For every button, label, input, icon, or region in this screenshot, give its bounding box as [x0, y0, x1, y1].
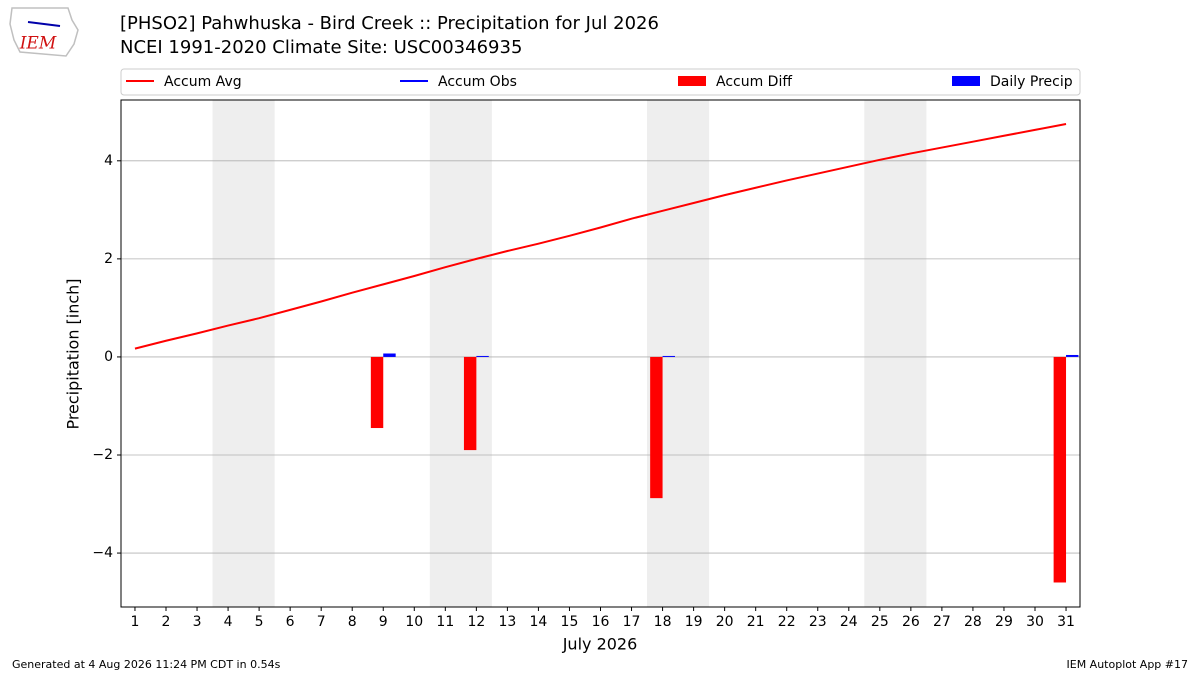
- x-tick-label: 21: [747, 614, 765, 630]
- x-tick-label: 4: [224, 614, 233, 630]
- x-tick-label: 3: [193, 614, 202, 630]
- footer-left: Generated at 4 Aug 2026 11:24 PM CDT in …: [12, 658, 281, 671]
- x-tick-label: 2: [162, 614, 171, 630]
- weekend-shade: [212, 100, 275, 607]
- y-axis-label: Precipitation [inch]: [64, 278, 83, 429]
- x-tick-label: 17: [623, 614, 641, 630]
- x-tick-label: 5: [255, 614, 264, 630]
- x-tick-label: 16: [592, 614, 610, 630]
- x-tick-label: 31: [1057, 614, 1075, 630]
- bar: [476, 355, 489, 357]
- legend-label: Accum Avg: [164, 74, 242, 90]
- weekend-shade: [864, 100, 927, 607]
- footer-right: IEM Autoplot App #17: [1067, 658, 1189, 671]
- x-tick-label: 18: [654, 614, 672, 630]
- x-tick-label: 20: [716, 614, 734, 630]
- x-axis-label: July 2026: [562, 635, 638, 654]
- line-series: [134, 123, 1067, 350]
- legend-label: Accum Diff: [716, 74, 792, 90]
- x-tick-label: 7: [317, 614, 326, 630]
- x-tick-label: 22: [778, 614, 796, 630]
- chart-subtitle: NCEI 1991-2020 Climate Site: USC00346935: [120, 37, 522, 58]
- legend-label: Accum Obs: [438, 74, 517, 90]
- legend-box: [120, 68, 1081, 96]
- x-tick-label: 13: [498, 614, 516, 630]
- weekend-shade: [429, 100, 492, 607]
- y-tick-label: 4: [104, 153, 113, 169]
- y-tick-label: 0: [104, 349, 113, 365]
- x-tick-label: 30: [1026, 614, 1044, 630]
- bar: [1053, 356, 1067, 583]
- bar: [383, 353, 396, 357]
- x-tick-label: 10: [405, 614, 423, 630]
- legend-swatch: [952, 76, 980, 86]
- x-tick-label: 9: [379, 614, 388, 630]
- weekend-shade: [647, 100, 710, 607]
- x-tick-label: 26: [902, 614, 920, 630]
- x-tick-label: 11: [436, 614, 454, 630]
- bar: [370, 356, 384, 429]
- x-tick-label: 6: [286, 614, 295, 630]
- bar: [1066, 354, 1079, 357]
- plot-frame: [120, 99, 1081, 608]
- y-tick-label: −4: [92, 545, 113, 561]
- y-tick-label: −2: [92, 447, 113, 463]
- legend-label: Daily Precip: [990, 74, 1073, 90]
- x-tick-label: 28: [964, 614, 982, 630]
- logo: IEM: [9, 7, 79, 57]
- x-tick-label: 29: [995, 614, 1013, 630]
- x-tick-label: 14: [530, 614, 548, 630]
- x-tick-label: 27: [933, 614, 951, 630]
- x-tick-label: 15: [561, 614, 579, 630]
- logo-text: IEM: [19, 34, 57, 54]
- bar: [650, 356, 663, 499]
- x-tick-label: 8: [348, 614, 357, 630]
- bar: [463, 356, 477, 451]
- x-tick-label: 24: [840, 614, 858, 630]
- x-tick-label: 19: [685, 614, 703, 630]
- x-tick-label: 23: [809, 614, 827, 630]
- chart-title: [PHSO2] Pahwhuska - Bird Creek :: Precip…: [120, 13, 659, 34]
- x-tick-label: 25: [871, 614, 889, 630]
- x-tick-label: 1: [131, 614, 140, 630]
- legend-swatch: [678, 76, 706, 86]
- y-tick-label: 2: [104, 251, 113, 267]
- bar: [662, 355, 675, 357]
- x-tick-label: 12: [467, 614, 485, 630]
